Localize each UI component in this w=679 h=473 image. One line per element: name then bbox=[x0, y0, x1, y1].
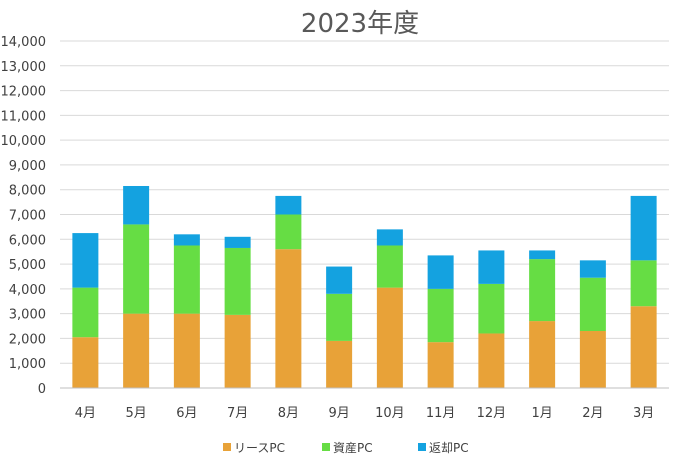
bar-segment-1 bbox=[123, 313, 150, 388]
bar-segment-1 bbox=[630, 306, 657, 388]
x-tick-label: 6月 bbox=[176, 406, 197, 421]
legend-label: リースPC bbox=[234, 441, 285, 455]
legend-swatch bbox=[322, 443, 330, 451]
y-tick-label: 6,000 bbox=[9, 233, 46, 248]
x-tick-label: 1月 bbox=[531, 406, 552, 421]
bar-segment-3 bbox=[224, 236, 251, 248]
legend-swatch bbox=[418, 443, 426, 451]
x-tick-label: 4月 bbox=[75, 406, 96, 421]
bar-segment-1 bbox=[376, 287, 403, 388]
y-tick-label: 10,000 bbox=[1, 134, 47, 149]
bar-segment-1 bbox=[326, 340, 353, 388]
y-tick-label: 4,000 bbox=[9, 283, 46, 298]
bar-segment-2 bbox=[224, 247, 251, 315]
bar-segment-3 bbox=[529, 250, 556, 260]
bar-segment-2 bbox=[173, 245, 200, 314]
bar-segment-2 bbox=[579, 277, 606, 331]
bar-segment-3 bbox=[173, 234, 200, 246]
bar-segment-1 bbox=[275, 249, 302, 388]
bar-segment-3 bbox=[579, 260, 606, 278]
bar-segment-1 bbox=[427, 342, 454, 388]
y-tick-label: 1,000 bbox=[9, 357, 46, 372]
bar-segment-3 bbox=[326, 266, 353, 294]
bar-segment-1 bbox=[173, 313, 200, 388]
bar-segment-2 bbox=[326, 293, 353, 341]
y-tick-label: 5,000 bbox=[9, 258, 46, 273]
bar-segment-1 bbox=[478, 333, 505, 388]
y-tick-label: 8,000 bbox=[9, 184, 46, 199]
bar-segment-3 bbox=[72, 233, 99, 288]
y-tick-label: 9,000 bbox=[9, 159, 46, 174]
x-tick-label: 11月 bbox=[426, 406, 456, 421]
y-tick-label: 2,000 bbox=[9, 332, 46, 347]
y-tick-label: 12,000 bbox=[1, 85, 47, 100]
x-axis-tick-labels: 4月 5月 6月 7月 8月 9月 10月 11月 12月 1月 2月 3月 bbox=[75, 406, 655, 421]
bar-segment-1 bbox=[72, 337, 99, 388]
bar-segment-3 bbox=[376, 229, 403, 246]
bar-segment-1 bbox=[529, 321, 556, 388]
legend-swatch bbox=[223, 443, 231, 451]
bar-segment-3 bbox=[630, 195, 657, 261]
bar-segment-2 bbox=[478, 283, 505, 334]
y-tick-label: 11,000 bbox=[1, 109, 47, 124]
chart-title: 2023年度 bbox=[301, 9, 419, 39]
y-axis-tick-labels: 0 1,000 2,000 3,000 4,000 5,000 6,000 7,000 8,00… bbox=[1, 35, 47, 397]
y-tick-label: 7,000 bbox=[9, 209, 46, 224]
bar-segment-2 bbox=[123, 224, 150, 314]
y-tick-label: 14,000 bbox=[1, 35, 47, 50]
bar-segment-3 bbox=[123, 185, 150, 225]
x-tick-label: 7月 bbox=[227, 406, 248, 421]
x-tick-label: 9月 bbox=[328, 406, 349, 421]
bar-segment-3 bbox=[427, 255, 454, 289]
y-tick-label: 0 bbox=[38, 382, 46, 397]
x-tick-label: 3月 bbox=[633, 406, 654, 421]
bar-segment-2 bbox=[72, 287, 99, 338]
bar-segment-2 bbox=[376, 245, 403, 288]
legend-label: 返却PC bbox=[429, 441, 469, 455]
gridlines bbox=[60, 40, 669, 364]
x-tick-label: 8月 bbox=[278, 406, 299, 421]
x-tick-label: 2月 bbox=[582, 406, 603, 421]
bar-segment-1 bbox=[224, 314, 251, 388]
legend-label: 資産PC bbox=[333, 440, 373, 455]
legend: リースPC 資産PC 返却PC bbox=[223, 440, 469, 455]
bar-segment-2 bbox=[275, 214, 302, 250]
bar-segment-3 bbox=[275, 195, 302, 215]
bar-segment-1 bbox=[579, 330, 606, 388]
x-tick-label: 10月 bbox=[375, 406, 405, 421]
bar-segment-2 bbox=[630, 260, 657, 307]
bar-segment-2 bbox=[529, 259, 556, 322]
bar-segment-2 bbox=[427, 288, 454, 343]
y-tick-label: 3,000 bbox=[9, 308, 46, 323]
x-tick-label: 12月 bbox=[477, 406, 507, 421]
bar-segment-3 bbox=[478, 250, 505, 284]
bars bbox=[72, 185, 657, 388]
x-tick-label: 5月 bbox=[125, 406, 146, 421]
y-tick-label: 13,000 bbox=[1, 60, 47, 75]
